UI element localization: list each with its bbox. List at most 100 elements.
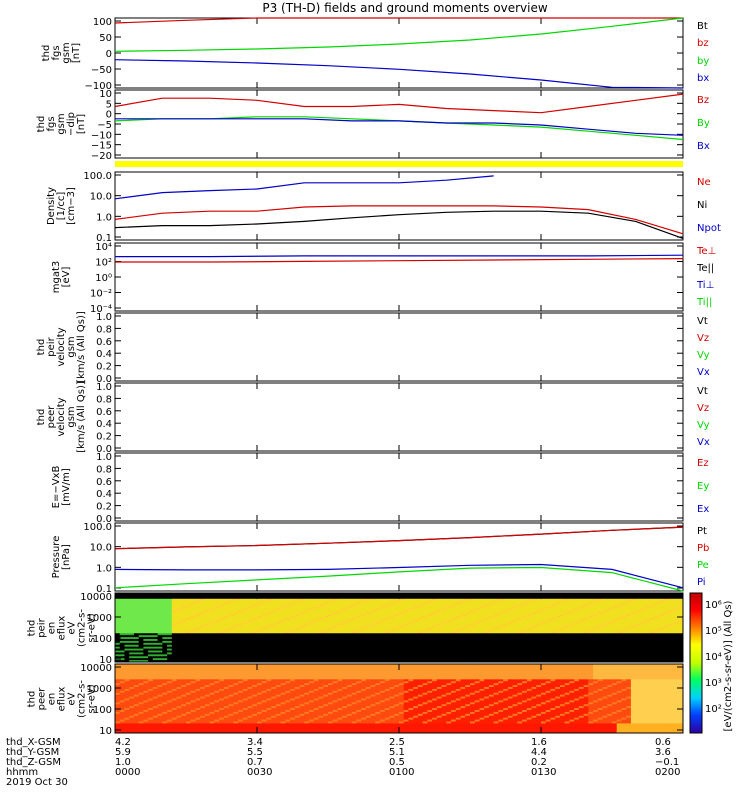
peir-pixel	[673, 635, 679, 638]
peir-pixel	[323, 658, 329, 661]
peir-pixel	[342, 617, 348, 621]
peer-pixel	[171, 727, 177, 730]
peir-pixel	[583, 612, 589, 615]
peir-pixel	[143, 598, 149, 602]
peir-pixel	[133, 625, 140, 628]
peir-pixel	[536, 658, 542, 661]
peir-pixel	[328, 610, 334, 613]
peir-pixel	[332, 617, 338, 621]
peir-pixel	[441, 616, 447, 619]
peir-pixel	[294, 639, 300, 642]
peir-pixel	[645, 640, 651, 644]
peir-pixel	[138, 598, 144, 602]
peir-pixel	[465, 600, 471, 603]
peir-pixel	[574, 602, 580, 605]
peir-pixel	[181, 608, 187, 611]
peir-pixel	[465, 612, 471, 615]
peir-pixel	[375, 631, 381, 634]
peir-pixel	[299, 656, 305, 659]
peir-pixel	[399, 639, 405, 642]
peir-pixel	[133, 612, 140, 615]
peir-pixel	[162, 616, 168, 619]
peer-pixel	[167, 669, 173, 673]
peir-pixel	[503, 612, 509, 615]
peer-pixel	[162, 665, 168, 669]
peer-pixel	[133, 664, 140, 667]
peir-pixel	[285, 627, 291, 630]
peir-pixel	[342, 637, 348, 640]
peer-pixel	[115, 694, 121, 697]
peir-pixel	[313, 639, 319, 642]
peir-pixel	[257, 650, 263, 653]
peir-pixel	[200, 600, 206, 603]
peir-pixel	[479, 656, 485, 659]
peir-pixel	[214, 600, 220, 603]
peir-pixel	[238, 654, 244, 657]
peir-pixel	[498, 629, 504, 632]
peir-pixel	[493, 652, 499, 655]
peir-pixel	[659, 606, 665, 609]
peer-pixel	[190, 729, 196, 732]
peir-pixel	[673, 660, 679, 663]
peer-pixel	[148, 708, 154, 711]
peir-pixel	[261, 652, 267, 655]
peir-pixel	[659, 602, 665, 605]
peir-pixel	[673, 625, 679, 628]
peir-pixel	[219, 617, 225, 621]
peir-pixel	[602, 656, 608, 659]
peir-pixel	[290, 608, 296, 611]
peir-pixel	[152, 631, 158, 634]
peir-pixel	[247, 642, 253, 646]
peir-pixel	[328, 625, 334, 628]
peir-pixel	[313, 616, 319, 619]
peir-pixel	[668, 608, 674, 611]
peir-pixel	[204, 606, 211, 609]
peir-pixel	[635, 623, 641, 626]
peir-pixel	[427, 637, 433, 640]
peir-pixel	[659, 644, 665, 648]
peer-pixel	[186, 708, 192, 711]
peer-pixel	[143, 708, 149, 711]
peir-pixel	[209, 594, 215, 598]
peir-pixel	[588, 600, 594, 603]
peir-pixel	[380, 656, 386, 659]
peir-pixel	[285, 610, 291, 613]
peir-pixel	[645, 612, 651, 615]
peir-pixel	[465, 631, 471, 634]
peir-pixel	[569, 610, 575, 613]
peir-pixel	[559, 616, 566, 619]
peer-pixel	[148, 679, 154, 682]
peir-pixel	[635, 658, 641, 661]
peer-pixel	[115, 679, 121, 682]
peir-pixel	[403, 594, 409, 598]
peir-pixel	[328, 656, 334, 659]
peir-pixel	[148, 642, 154, 646]
peir-pixel	[129, 614, 135, 617]
peir-pixel	[441, 635, 447, 638]
peir-pixel	[157, 633, 163, 636]
peir-pixel	[517, 606, 523, 609]
peir-pixel	[465, 656, 471, 659]
peir-pixel	[294, 617, 300, 621]
peir-pixel	[313, 606, 319, 609]
peir-pixel	[640, 639, 646, 642]
peir-pixel	[635, 625, 641, 628]
peir-pixel	[290, 640, 296, 644]
peir-pixel	[564, 656, 570, 659]
peir-pixel	[337, 654, 343, 657]
peir-pixel	[413, 656, 419, 659]
peir-pixel	[441, 646, 447, 649]
peir-pixel	[323, 600, 329, 603]
peir-pixel	[133, 602, 140, 605]
peir-pixel	[299, 644, 305, 648]
peer-pixel	[148, 702, 154, 705]
peer-pixel	[176, 677, 182, 680]
peir-pixel	[143, 612, 149, 615]
peer-pixel	[124, 673, 130, 676]
peir-pixel	[394, 660, 400, 663]
peir-pixel	[162, 650, 168, 653]
peir-pixel	[441, 619, 447, 623]
peir-pixel	[309, 642, 315, 646]
peir-pixel	[541, 627, 547, 630]
peir-pixel	[413, 652, 419, 655]
